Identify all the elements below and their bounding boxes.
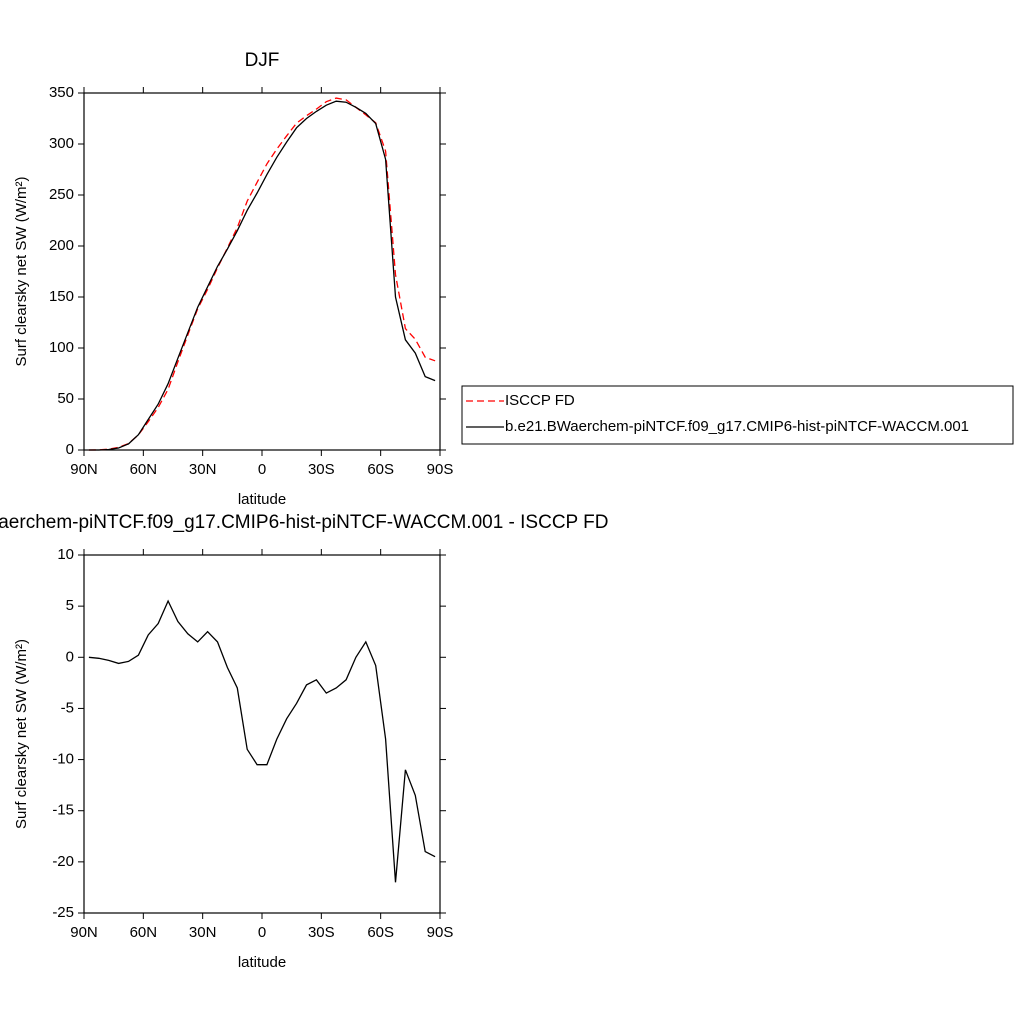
y-tick-label: -10 [52,751,74,768]
x-axis-label: latitude [238,491,286,508]
x-tick-label: 90S [427,924,454,941]
legend: ISCCP FD b.e21.BWaerchem-piNTCF.f09_g17.C… [461,385,1014,445]
x-tick-label: 60S [367,461,394,478]
y-tick-label: -5 [61,699,74,716]
y-tick-label: 0 [66,441,74,458]
x-tick-label: 60S [367,924,394,941]
legend-box [461,385,1014,445]
legend-label: b.e21.BWaerchem-piNTCF.f09_g17.CMIP6-his… [505,418,969,435]
y-tick-label: 200 [49,237,74,254]
x-tick-label: 30N [189,461,217,478]
y-tick-label: 150 [49,288,74,305]
y-tick-label: -25 [52,904,74,921]
plot-frame [83,92,441,451]
x-tick-label: 60N [130,461,158,478]
y-tick-label: 350 [49,84,74,101]
y-axis-label: Surf clearsky net SW (W/m²) [13,639,30,829]
y-tick-label: 300 [49,135,74,152]
y-tick-label: 50 [57,390,74,407]
x-tick-label: 60N [130,924,158,941]
x-tick-label: 30S [308,461,335,478]
y-tick-label: 100 [49,339,74,356]
legend-label: ISCCP FD [505,392,575,409]
x-tick-label: 0 [258,461,266,478]
y-tick-label: 0 [66,648,74,665]
y-tick-label: 10 [57,546,74,563]
data-line [88,97,436,451]
x-tick-label: 90S [427,461,454,478]
y-tick-label: 250 [49,186,74,203]
x-tick-label: 30S [308,924,335,941]
x-tick-label: 30N [189,924,217,941]
x-tick-label: 0 [258,924,266,941]
data-line [88,100,436,451]
y-tick-label: -15 [52,802,74,819]
y-tick-label: -20 [52,853,74,870]
chart-title: b.e21.BWaerchem-piNTCF.f09_g17.CMIP6-his… [0,512,608,533]
chart-title: DJF [245,50,280,71]
plot-frame [83,554,441,914]
y-tick-label: 5 [66,597,74,614]
x-tick-label: 90N [70,461,98,478]
x-axis-label: latitude [238,954,286,971]
x-tick-label: 90N [70,924,98,941]
y-axis-label: Surf clearsky net SW (W/m²) [13,176,30,366]
data-line [88,599,436,883]
